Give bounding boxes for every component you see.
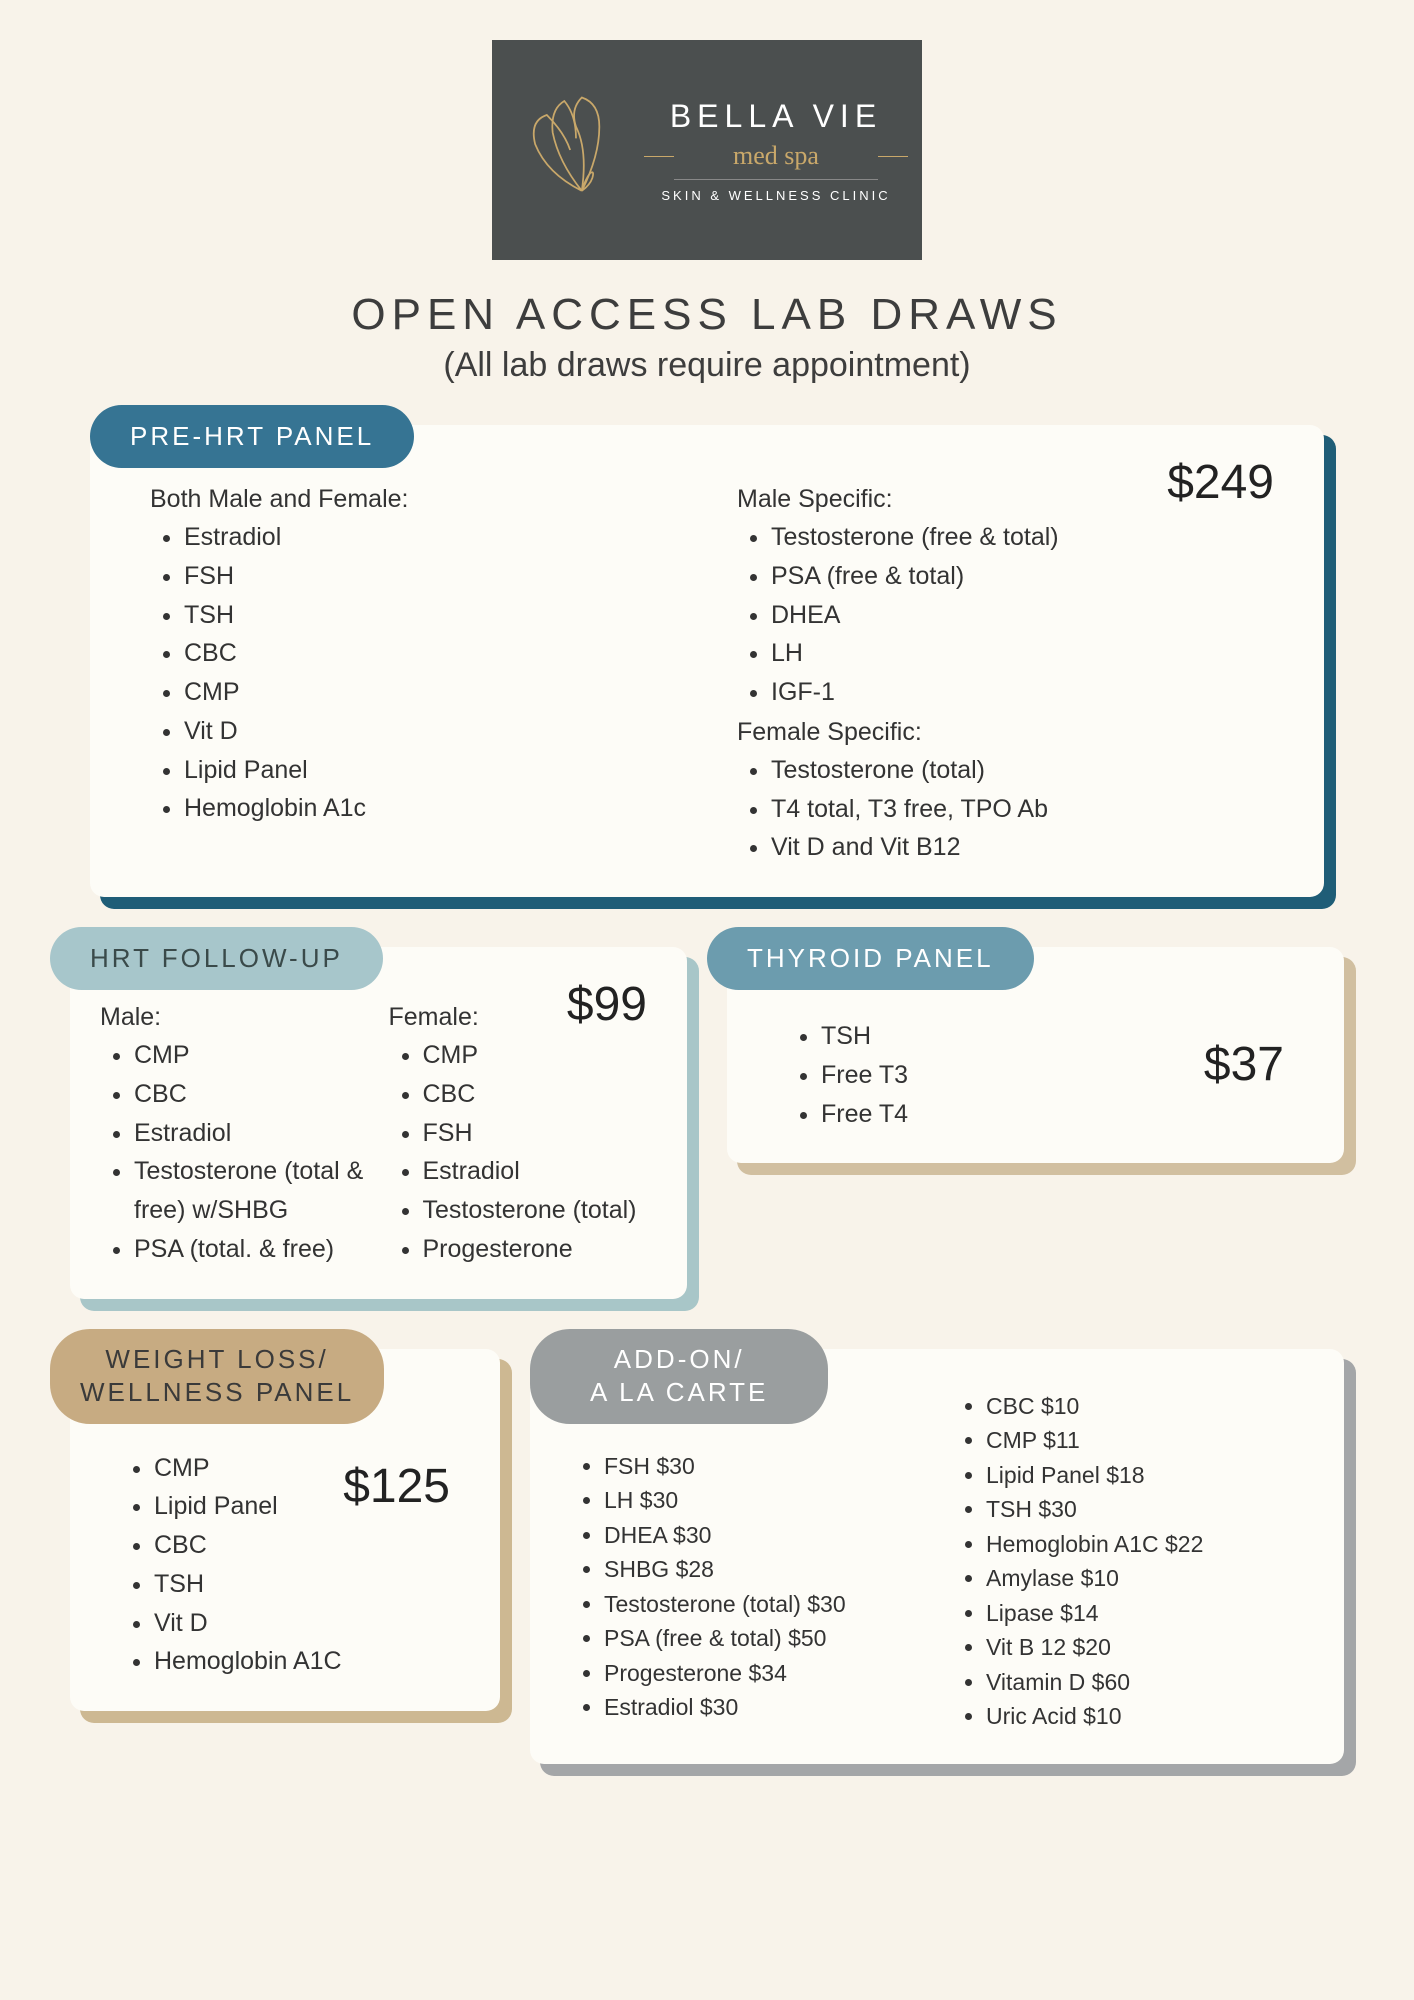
logo-script: med spa	[654, 141, 898, 171]
addon-panel: ADD-ON/ A LA CARTE FSH $30LH $30DHEA $30…	[530, 1349, 1344, 1764]
list-item: Hemoglobin A1C $22	[986, 1527, 1314, 1562]
list-item: Vit D	[184, 712, 697, 751]
list-item: CMP	[134, 1036, 369, 1075]
list-item: Vit D and Vit B12	[771, 828, 1284, 867]
page-title: OPEN ACCESS LAB DRAWS	[50, 290, 1364, 340]
list-item: FSH	[423, 1114, 658, 1153]
pre-hrt-panel: PRE-HRT PANEL $249 Both Male and Female:…	[90, 425, 1324, 897]
weight-loss-pill-l1: WEIGHT LOSS/	[105, 1344, 328, 1374]
list-item: Hemoglobin A1C	[154, 1642, 470, 1681]
weight-loss-panel: WEIGHT LOSS/ WELLNESS PANEL $125 CMPLipi…	[70, 1349, 500, 1764]
female-label: Female Specific:	[737, 718, 1284, 747]
list-item: T4 total, T3 free, TPO Ab	[771, 790, 1284, 829]
list-item: CMP $11	[986, 1423, 1314, 1458]
list-item: TSH $30	[986, 1492, 1314, 1527]
addon-pill-l1: ADD-ON/	[614, 1344, 745, 1374]
pre-hrt-pill: PRE-HRT PANEL	[90, 405, 414, 468]
list-item: CBC $10	[986, 1389, 1314, 1424]
list-item: Estradiol $30	[604, 1690, 932, 1725]
addon-pill-l2: A LA CARTE	[590, 1377, 768, 1407]
list-item: Lipid Panel	[184, 751, 697, 790]
logo-text: BELLA VIE med spa SKIN & WELLNESS CLINIC	[654, 98, 898, 203]
title-block: OPEN ACCESS LAB DRAWS (All lab draws req…	[50, 290, 1364, 385]
list-item: Amylase $10	[986, 1561, 1314, 1596]
list-item: CMP	[423, 1036, 658, 1075]
list-item: DHEA $30	[604, 1518, 932, 1553]
both-list: EstradiolFSHTSHCBCCMPVit DLipid PanelHem…	[150, 518, 697, 828]
list-item: Testosterone (total)	[423, 1191, 658, 1230]
list-item: Progesterone $34	[604, 1656, 932, 1691]
list-item: DHEA	[771, 596, 1284, 635]
hrt-female-list: CMPCBCFSHEstradiolTestosterone (total)Pr…	[389, 1036, 658, 1269]
logo-flower-icon	[516, 80, 636, 220]
list-item: LH	[771, 634, 1284, 673]
hrt-male-list: CMPCBCEstradiolTestosterone (total & fre…	[100, 1036, 369, 1269]
addon-list-2: CBC $10CMP $11Lipid Panel $18TSH $30Hemo…	[952, 1389, 1314, 1734]
list-item: Lipase $14	[986, 1596, 1314, 1631]
list-item: CBC	[423, 1075, 658, 1114]
list-item: Vitamin D $60	[986, 1665, 1314, 1700]
list-item: Estradiol	[184, 518, 697, 557]
list-item: Free T4	[821, 1095, 1314, 1134]
list-item: PSA (free & total)	[771, 557, 1284, 596]
weight-loss-price: $125	[343, 1459, 450, 1514]
weight-loss-pill-l2: WELLNESS PANEL	[80, 1377, 354, 1407]
list-item: PSA (total. & free)	[134, 1230, 369, 1269]
logo-brand: BELLA VIE	[654, 98, 898, 135]
list-item: TSH	[154, 1565, 470, 1604]
list-item: FSH $30	[604, 1449, 932, 1484]
female-list: Testosterone (total)T4 total, T3 free, T…	[737, 751, 1284, 867]
list-item: Progesterone	[423, 1230, 658, 1269]
list-item: CBC	[184, 634, 697, 673]
hrt-male-label: Male:	[100, 1003, 369, 1032]
pre-hrt-card: $249 Both Male and Female: EstradiolFSHT…	[90, 425, 1324, 897]
list-item: Hemoglobin A1c	[184, 789, 697, 828]
list-item: SHBG $28	[604, 1552, 932, 1587]
list-item: CBC	[154, 1526, 470, 1565]
list-item: CMP	[184, 673, 697, 712]
hrt-followup-price: $99	[567, 977, 647, 1032]
thyroid-price: $37	[1204, 1037, 1284, 1092]
pre-hrt-price: $249	[1167, 455, 1274, 510]
list-item: Vit B 12 $20	[986, 1630, 1314, 1665]
logo-box: BELLA VIE med spa SKIN & WELLNESS CLINIC	[492, 40, 922, 260]
list-item: IGF-1	[771, 673, 1284, 712]
thyroid-panel: THYROID PANEL $37 TSHFree T3Free T4	[727, 947, 1344, 1299]
list-item: Testosterone (total) $30	[604, 1587, 932, 1622]
weight-loss-pill: WEIGHT LOSS/ WELLNESS PANEL	[50, 1329, 384, 1425]
addon-list-1: FSH $30LH $30DHEA $30SHBG $28Testosteron…	[570, 1449, 932, 1725]
list-item: TSH	[184, 596, 697, 635]
list-item: PSA (free & total) $50	[604, 1621, 932, 1656]
list-item: Lipid Panel $18	[986, 1458, 1314, 1493]
list-item: Vit D	[154, 1604, 470, 1643]
list-item: Testosterone (total & free) w/SHBG	[134, 1152, 369, 1230]
list-item: LH $30	[604, 1483, 932, 1518]
list-item: CBC	[134, 1075, 369, 1114]
thyroid-pill: THYROID PANEL	[707, 927, 1034, 990]
list-item: FSH	[184, 557, 697, 596]
hrt-followup-panel: HRT FOLLOW-UP $99 Male: CMPCBCEstradiolT…	[70, 947, 687, 1299]
list-item: Testosterone (total)	[771, 751, 1284, 790]
male-list: Testosterone (free & total)PSA (free & t…	[737, 518, 1284, 712]
hrt-followup-pill: HRT FOLLOW-UP	[50, 927, 383, 990]
addon-pill: ADD-ON/ A LA CARTE	[530, 1329, 828, 1425]
logo-sub: SKIN & WELLNESS CLINIC	[654, 188, 898, 203]
page-subtitle: (All lab draws require appointment)	[50, 346, 1364, 385]
list-item: Uric Acid $10	[986, 1699, 1314, 1734]
both-label: Both Male and Female:	[150, 485, 697, 514]
hrt-followup-card: $99 Male: CMPCBCEstradiolTestosterone (t…	[70, 947, 687, 1299]
list-item: Estradiol	[423, 1152, 658, 1191]
list-item: Estradiol	[134, 1114, 369, 1153]
list-item: Testosterone (free & total)	[771, 518, 1284, 557]
